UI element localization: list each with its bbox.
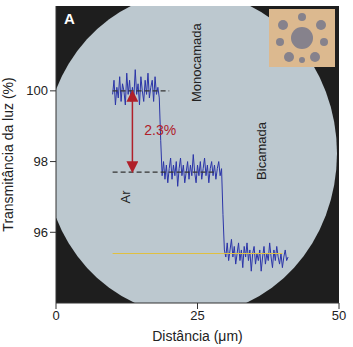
svg-text:98: 98 [34, 154, 48, 169]
svg-text:Distância (μm): Distância (μm) [152, 328, 243, 344]
svg-text:0: 0 [52, 308, 59, 323]
svg-text:50: 50 [332, 308, 346, 323]
svg-text:Ar: Ar [118, 190, 133, 204]
svg-text:Transmitância da luz (%): Transmitância da luz (%) [0, 77, 16, 231]
svg-text:96: 96 [34, 225, 48, 240]
svg-text:A: A [64, 10, 75, 27]
svg-text:Monocamada: Monocamada [189, 22, 204, 102]
svg-text:2.3%: 2.3% [144, 122, 176, 138]
svg-text:25: 25 [190, 308, 204, 323]
svg-text:Bicamada: Bicamada [254, 121, 269, 180]
svg-text:100: 100 [26, 83, 48, 98]
